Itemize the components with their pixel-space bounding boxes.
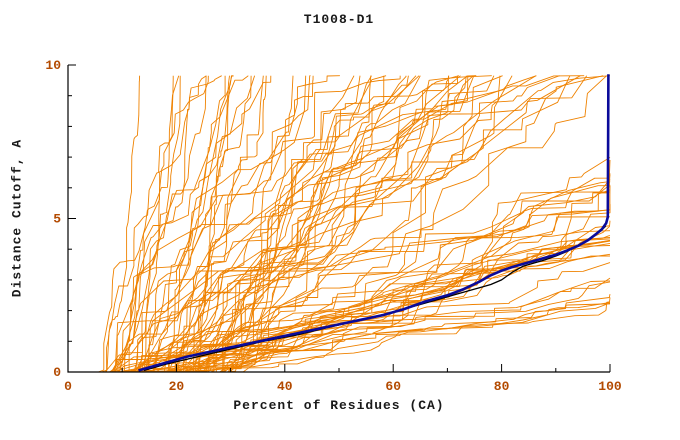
svg-text:20: 20 xyxy=(169,379,185,394)
svg-text:40: 40 xyxy=(277,379,293,394)
x-axis-label: Percent of Residues (CA) xyxy=(233,398,445,413)
svg-text:10: 10 xyxy=(45,58,61,73)
svg-text:0: 0 xyxy=(64,379,72,394)
svg-text:100: 100 xyxy=(598,379,622,394)
svg-text:60: 60 xyxy=(385,379,401,394)
svg-text:80: 80 xyxy=(494,379,510,394)
svg-text:5: 5 xyxy=(53,212,61,227)
chart-title: T1008-D1 xyxy=(303,12,375,27)
svg-text:0: 0 xyxy=(53,365,61,380)
y-axis-label-text: Distance Cutoff, A xyxy=(9,138,25,298)
